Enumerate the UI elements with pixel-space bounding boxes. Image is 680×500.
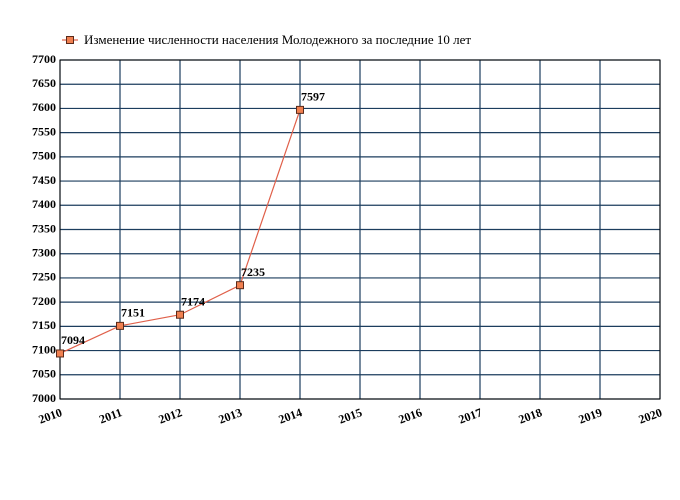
y-tick-label: 7650 [32,76,56,90]
x-tick-label: 2016 [397,405,424,426]
y-tick-label: 7400 [32,197,56,211]
data-label: 7235 [241,265,265,279]
plot-frame [59,59,661,400]
x-tick-label: 2013 [217,405,244,426]
x-tick-label: 2012 [157,405,184,426]
y-tick-label: 7000 [32,391,56,405]
x-tick-label: 2018 [517,405,544,426]
point-marker [56,349,64,358]
y-tick-label: 7450 [32,173,56,187]
point-marker [296,105,304,114]
x-tick-label: 2011 [97,405,124,426]
y-tick-label: 7250 [32,270,56,284]
y-tick-label: 7350 [32,221,56,235]
legend-label: Изменение численности населения Молодежн… [84,32,471,47]
x-tick-label: 2015 [337,405,364,426]
x-tick-label: 2019 [577,405,604,426]
data-label: 7597 [301,90,325,104]
y-tick-label: 7500 [32,149,56,163]
point-marker [176,310,184,319]
y-tick-label: 7300 [32,245,56,259]
x-tick-label: 2010 [37,405,64,426]
x-tick-label: 2014 [277,405,304,426]
y-tick-label: 7200 [32,294,56,308]
data-label: 7151 [121,306,145,320]
point-marker [116,321,124,330]
y-tick-label: 7150 [32,318,56,332]
point-marker [236,281,244,290]
data-label: 7094 [61,333,85,347]
y-tick-label: 7100 [32,342,56,356]
data-label: 7174 [181,294,205,308]
x-tick-label: 2017 [457,405,484,426]
x-tick-label: 2020 [637,405,664,426]
legend-marker [66,36,74,44]
y-tick-label: 7600 [32,100,56,114]
y-tick-label: 7550 [32,124,56,138]
y-tick-label: 7700 [32,52,56,66]
y-tick-label: 7050 [32,367,56,381]
